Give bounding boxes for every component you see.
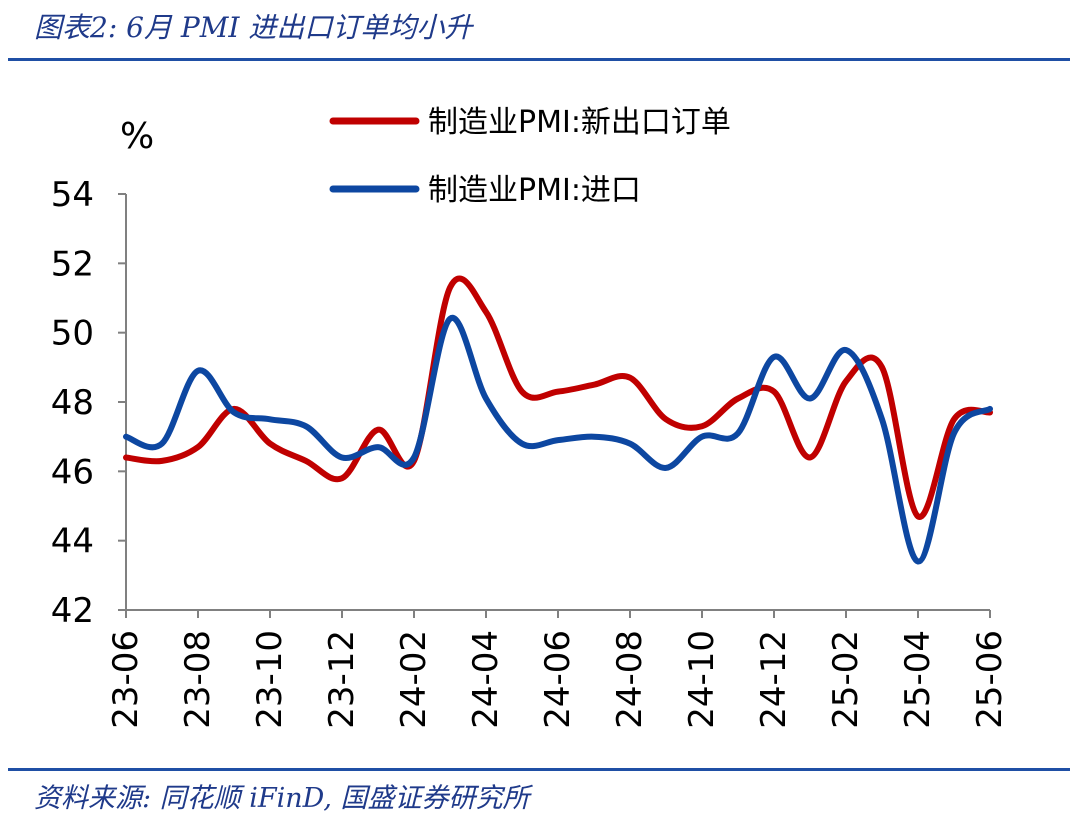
- series-line-2: [123, 314, 993, 565]
- title-rule: [8, 58, 1070, 61]
- y-tick-label: 50: [51, 314, 94, 354]
- axes-layer: 42 44 46 48 50 52 54 23-06 23-08 23-10 23-12 24-02 2…: [51, 175, 1010, 729]
- x-tick-label: 23-12: [322, 630, 362, 729]
- x-tick-label: 23-08: [178, 630, 218, 729]
- y-axis-unit-label: %: [120, 116, 154, 157]
- y-tick-label: 44: [51, 522, 94, 562]
- series-line-1: [123, 275, 993, 520]
- figure-title: 图表2: 6月 PMI 进出口订单均小升: [34, 11, 473, 44]
- x-tick-label: 23-10: [250, 630, 290, 729]
- x-tick-label: 24-02: [394, 630, 434, 729]
- x-tick-label: 24-12: [754, 630, 794, 729]
- y-tick-label: 52: [51, 244, 94, 284]
- x-tick-label: 25-06: [970, 630, 1010, 729]
- x-tick-label: 24-08: [610, 630, 650, 729]
- y-tick-label: 42: [51, 591, 94, 631]
- y-tick-label: 46: [51, 452, 94, 492]
- x-tick-label: 24-04: [466, 630, 506, 729]
- x-tick-label: 24-10: [682, 630, 722, 729]
- x-tick-label: 25-04: [898, 630, 938, 729]
- legend-label-1: 制造业PMI:新出口订单: [428, 105, 731, 140]
- source-rule: [8, 768, 1070, 771]
- line-chart: 42 44 46 48 50 52 54 23-06 23-08 23-10 23-12 24-02 2…: [51, 105, 1010, 729]
- x-tick-label: 23-06: [106, 630, 146, 729]
- y-tick-label: 48: [51, 383, 94, 423]
- legend-label-2: 制造业PMI:进口: [428, 173, 641, 208]
- y-tick-label: 54: [51, 175, 94, 215]
- series-layer: [123, 275, 993, 565]
- x-tick-label: 25-02: [826, 630, 866, 729]
- x-tick-label: 24-06: [538, 630, 578, 729]
- figure-source: 资料来源: 同花顺 iFinD, 国盛证券研究所: [34, 783, 530, 814]
